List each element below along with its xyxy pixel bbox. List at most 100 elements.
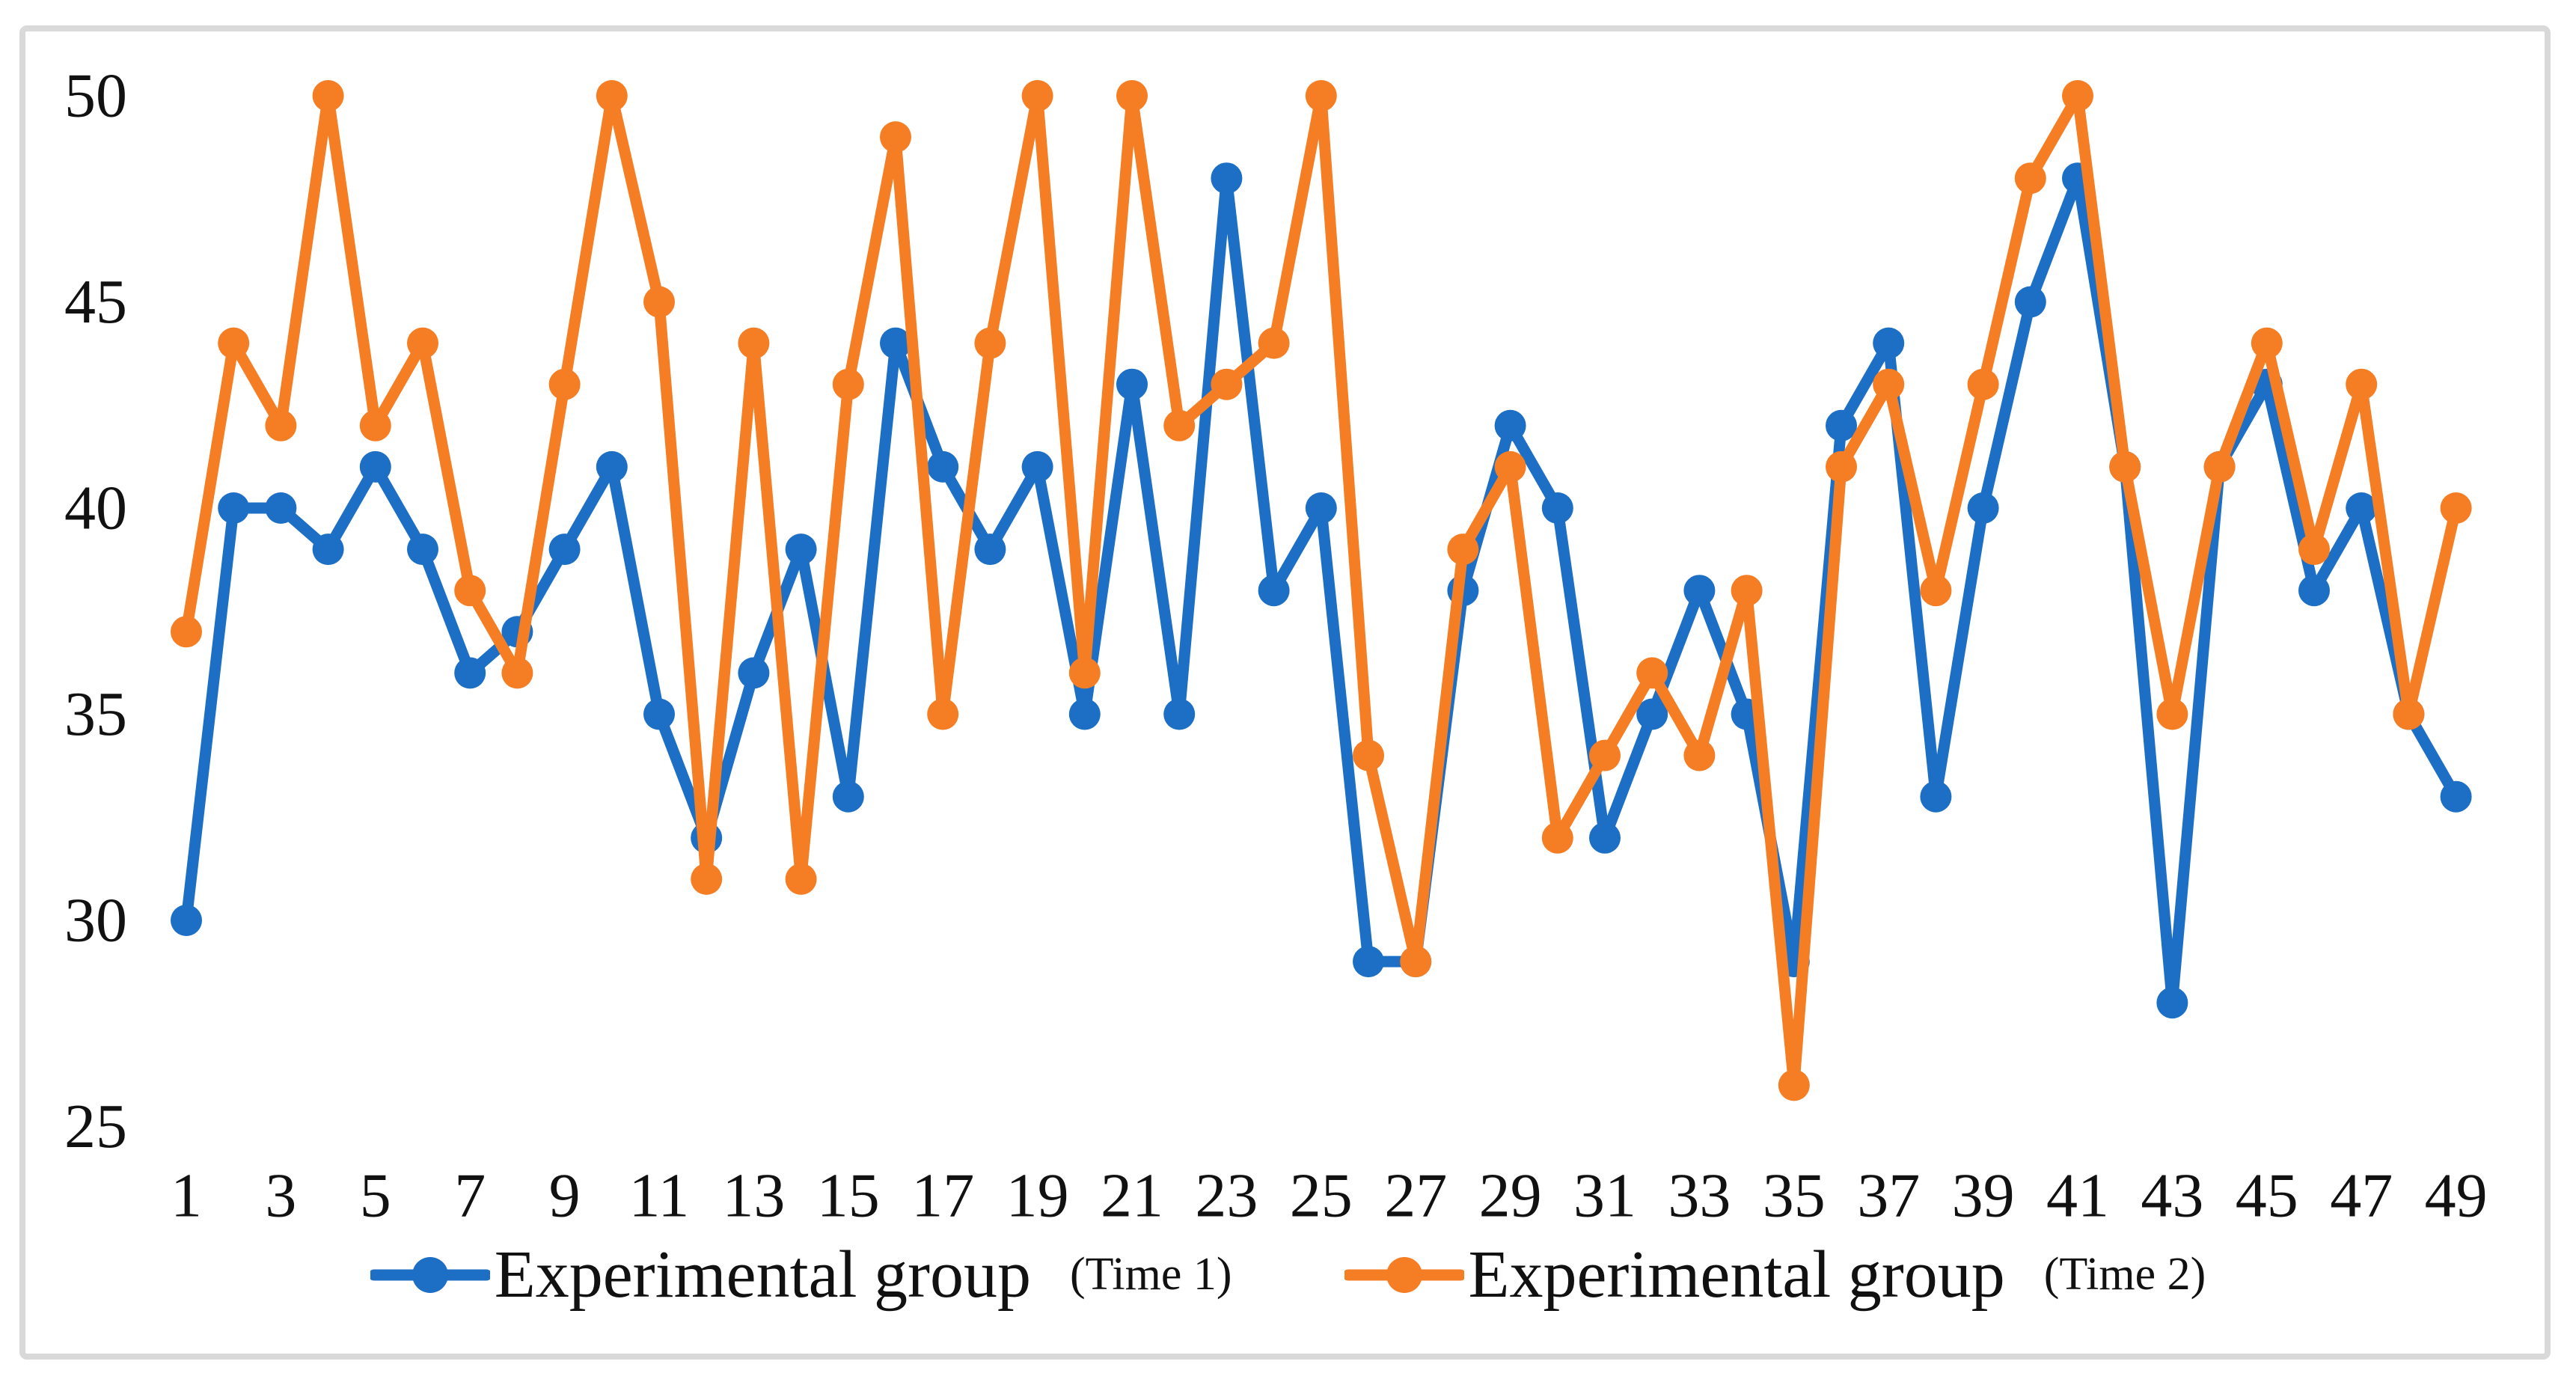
series-time1-marker <box>1068 698 1101 730</box>
y-axis-tick-label: 30 <box>64 886 127 956</box>
x-axis-tick-label: 15 <box>817 1161 880 1231</box>
series-time2-marker <box>1778 1069 1810 1101</box>
series-time2-marker <box>1116 80 1148 111</box>
legend: Experimental group (Time 1) Experimental… <box>0 1236 2576 1313</box>
series-time2-marker <box>1494 450 1526 483</box>
series-time1-marker <box>1636 698 1668 730</box>
series-time1-marker <box>407 533 438 566</box>
series-time2-marker <box>2109 450 2141 483</box>
x-axis-tick-label: 7 <box>454 1161 486 1231</box>
series-time2-marker <box>548 368 581 400</box>
series-time2-marker <box>1021 80 1053 111</box>
series-time2-marker <box>1541 822 1573 854</box>
legend-sublabel-time2: (Time 2) <box>2043 1249 2206 1300</box>
series-time1-marker <box>643 698 675 730</box>
series-time1-marker <box>265 492 297 524</box>
series-time2-marker <box>1731 575 1763 607</box>
series-time1-marker <box>880 327 911 359</box>
x-axis-tick-label: 1 <box>171 1161 202 1231</box>
series-time2-marker <box>2393 698 2425 730</box>
x-axis-tick-label: 23 <box>1195 1161 1258 1231</box>
series-time1-marker <box>2014 286 2046 318</box>
series-time2-marker <box>454 575 486 607</box>
series-time2-marker <box>2203 450 2236 483</box>
series-time2-marker <box>974 327 1006 359</box>
series-time1-marker <box>596 450 628 483</box>
series-time2-marker <box>1163 409 1196 441</box>
series-time2-marker <box>1211 368 1243 400</box>
x-axis-tick-label: 25 <box>1290 1161 1353 1231</box>
series-time2-marker <box>1967 368 1999 400</box>
series-time1-marker <box>359 450 391 483</box>
x-axis-tick-label: 37 <box>1857 1161 1920 1231</box>
series-time1-marker <box>1163 698 1196 730</box>
series-time2-marker <box>1683 739 1716 771</box>
series-time2-marker <box>691 863 723 895</box>
x-axis-tick-label: 39 <box>1952 1161 2015 1231</box>
x-axis-tick-label: 49 <box>2425 1161 2488 1231</box>
x-axis-tick-label: 17 <box>911 1161 974 1231</box>
series-time1-marker <box>2440 780 2472 813</box>
x-axis-tick-label: 45 <box>2236 1161 2298 1231</box>
series-time1 <box>171 162 2472 1019</box>
y-axis-tick-label: 35 <box>64 679 127 749</box>
series-time2-marker <box>359 409 391 441</box>
series-time2-marker <box>2440 492 2472 524</box>
series-time2-marker <box>596 80 628 111</box>
series-time1-marker <box>312 533 344 566</box>
series-time1-marker <box>1305 492 1337 524</box>
series-time2-marker <box>785 863 817 895</box>
series-time2-marker <box>927 698 959 730</box>
series-time2-marker <box>265 409 297 441</box>
series-time2 <box>171 80 2472 1101</box>
series-time1-marker <box>1116 368 1148 400</box>
y-axis-tick-label: 50 <box>64 61 127 131</box>
series-time2-marker <box>2156 698 2188 730</box>
series-time2-marker <box>1920 575 1952 607</box>
series-time1-marker <box>1589 822 1621 854</box>
series-time2-marker <box>1400 946 1432 978</box>
series-time1-marker <box>1021 450 1053 483</box>
series-time1-marker <box>1353 946 1384 978</box>
series-time2-marker <box>1305 80 1337 111</box>
x-axis-tick-label: 41 <box>2046 1161 2109 1231</box>
y-axis-tick-label: 45 <box>64 267 127 337</box>
legend-item-time2: Experimental group (Time 2) <box>1344 1236 2206 1313</box>
chart-border-frame <box>19 25 2551 1360</box>
time2-line-marker-icon <box>1344 1256 1464 1293</box>
x-axis-tick-label: 27 <box>1384 1161 1447 1231</box>
series-time1-marker <box>548 533 581 566</box>
x-axis-tick-label: 29 <box>1479 1161 1542 1231</box>
series-time1-marker <box>1873 327 1905 359</box>
series-time2-marker <box>832 368 864 400</box>
y-axis-tick-label: 25 <box>64 1092 127 1161</box>
time1-line-marker-icon <box>370 1256 490 1293</box>
series-time1-marker <box>785 533 817 566</box>
series-time2-marker <box>407 327 438 359</box>
series-time2-marker <box>2062 80 2093 111</box>
x-axis-tick-label: 43 <box>2141 1161 2203 1231</box>
x-axis-tick-label: 47 <box>2330 1161 2393 1231</box>
y-axis: 50 45 40 35 30 25 <box>64 61 127 1162</box>
series-time2-marker <box>2014 162 2046 195</box>
series-time2-marker <box>1068 657 1101 689</box>
series-time2-marker <box>880 121 911 153</box>
y-axis-tick-label: 40 <box>64 474 127 543</box>
series-time1-marker <box>974 533 1006 566</box>
series-time1-marker <box>2346 492 2378 524</box>
series-time1-marker <box>1967 492 1999 524</box>
x-axis-tick-label: 21 <box>1101 1161 1163 1231</box>
series-time2-marker <box>1636 657 1668 689</box>
series-time1-marker <box>2298 575 2330 607</box>
series-time2-marker <box>1353 739 1384 771</box>
series-time2-marker <box>1447 533 1479 566</box>
x-axis-tick-label: 31 <box>1573 1161 1636 1231</box>
series-time1-marker <box>1211 162 1243 195</box>
series-time1-marker <box>1826 409 1857 441</box>
series-time2-marker <box>1258 327 1290 359</box>
series-time1-marker <box>218 492 250 524</box>
series-time2-marker <box>1589 739 1621 771</box>
series-time2-marker <box>738 327 770 359</box>
x-axis-tick-label: 19 <box>1006 1161 1069 1231</box>
